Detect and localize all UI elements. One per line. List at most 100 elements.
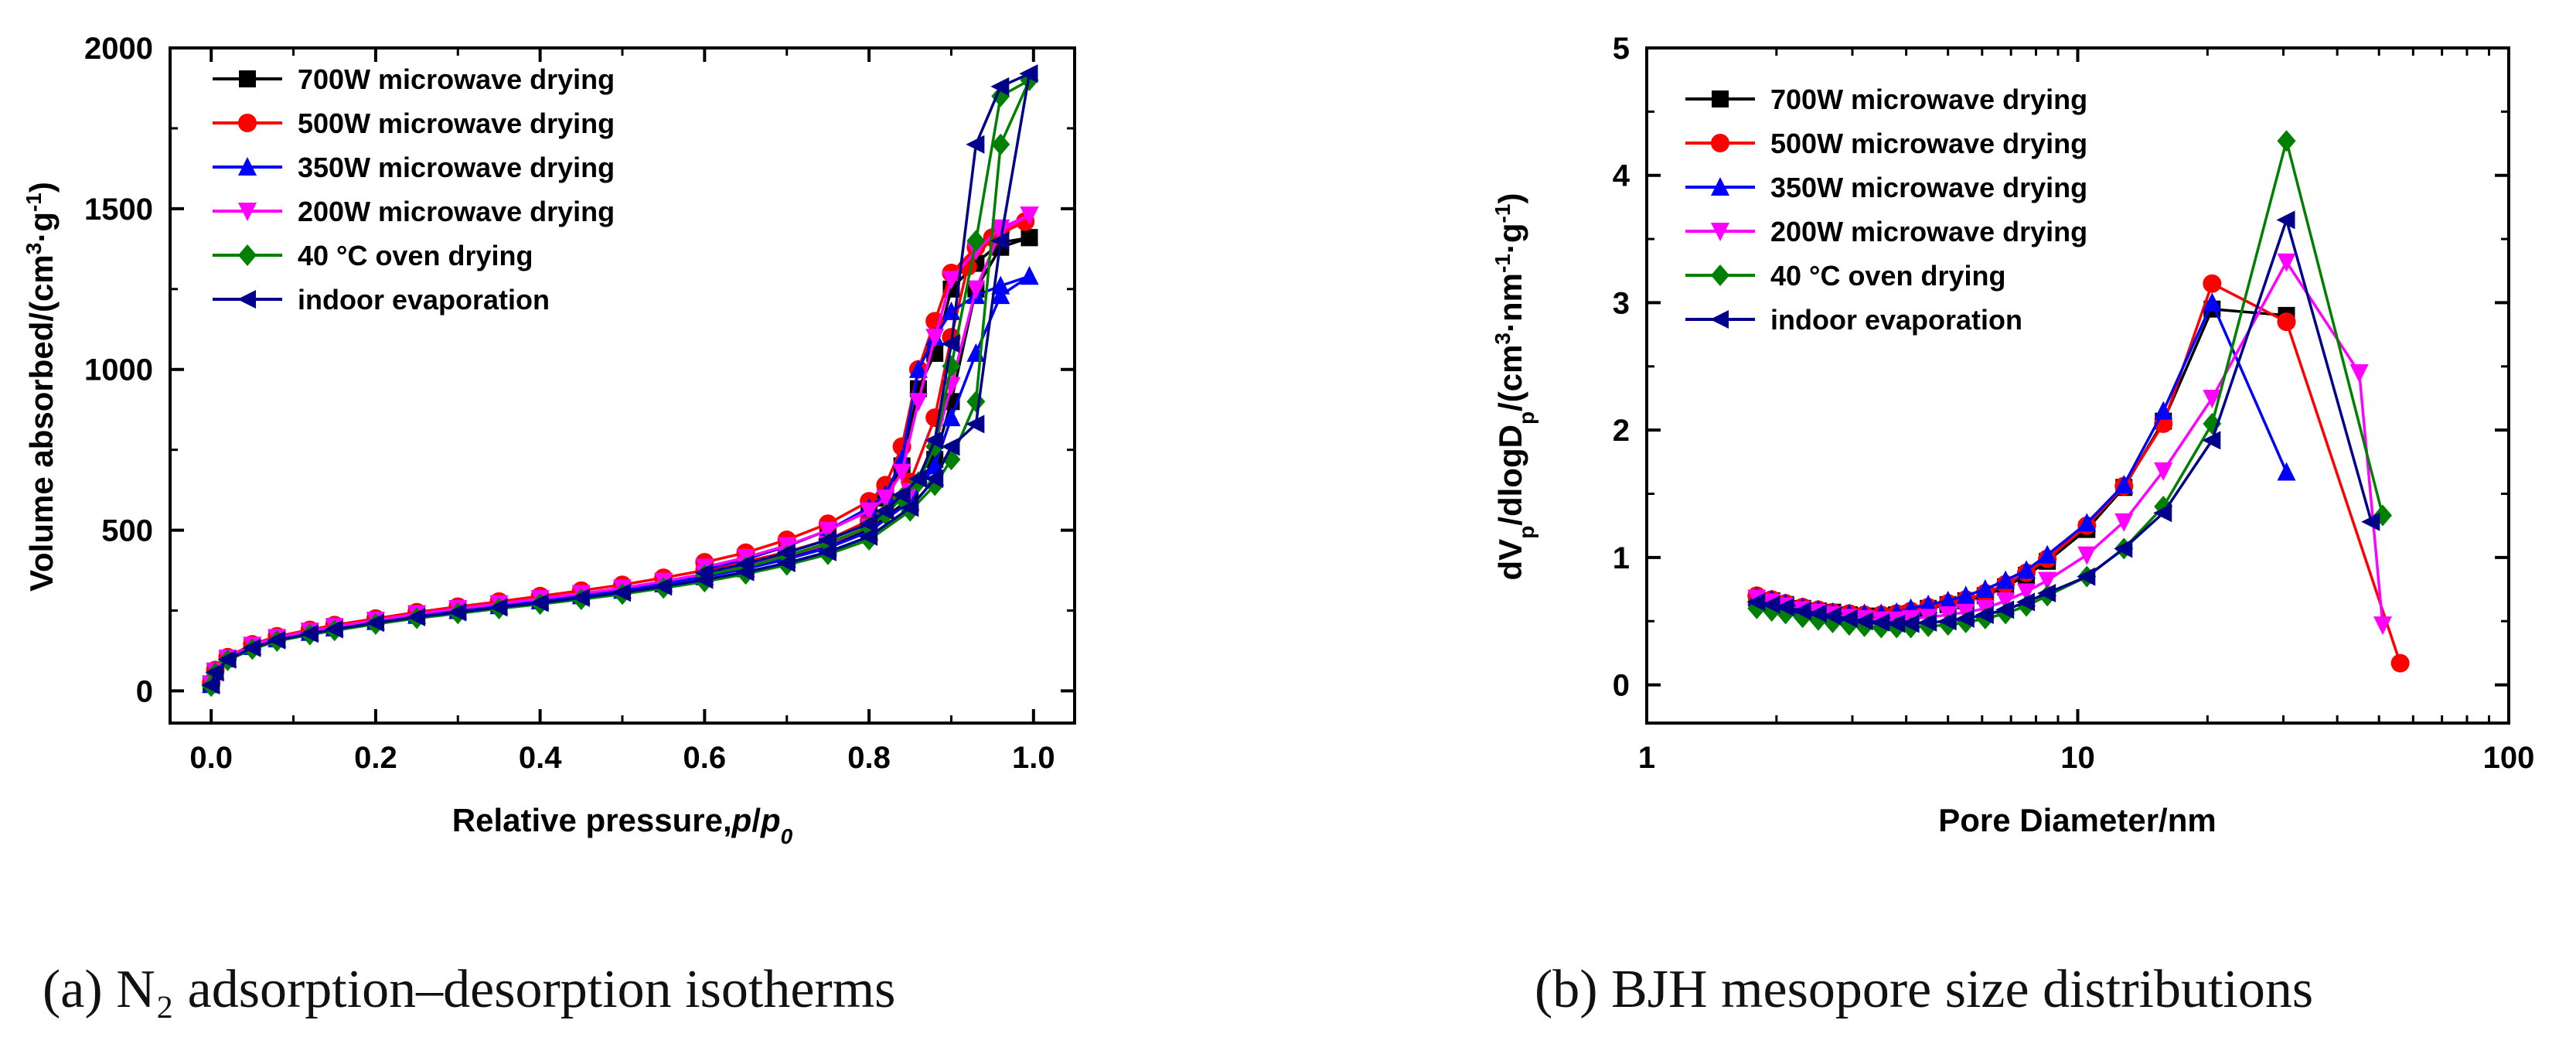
data-point [991, 275, 1010, 295]
x-tick-label: 1 [1638, 741, 1655, 775]
y-axis-label-part: 3 [22, 243, 46, 255]
series-5 [201, 64, 1038, 694]
data-point [776, 543, 796, 562]
data-point [2202, 431, 2221, 450]
data-point [1995, 600, 2015, 619]
data-point [942, 377, 961, 396]
data-point [2038, 571, 2057, 591]
y-axis-label: Volume absorbed/(cm3·g-1) [22, 182, 60, 592]
y-tick-label: 1000 [84, 353, 153, 387]
data-point [1900, 614, 1920, 633]
y-axis-label-part: ·nm [1492, 273, 1528, 333]
data-point [942, 271, 961, 290]
y-axis-label-part: ·g [1492, 223, 1528, 254]
legend-marker [1710, 310, 1729, 329]
data-point [1019, 64, 1038, 84]
legend-label: 500W microwave drying [298, 107, 615, 139]
x-tick-label: 0.4 [519, 741, 562, 775]
data-point [2277, 312, 2296, 332]
data-point [205, 663, 224, 682]
data-point [1918, 612, 1937, 632]
data-point [489, 598, 508, 617]
x-tick-label: 0.2 [354, 741, 397, 775]
caption-b: (b) BJH mesopore size distributions [1535, 960, 2314, 1019]
x-tick-label: 1.0 [1012, 741, 1055, 775]
data-point [990, 77, 1010, 96]
x-tick-label: 0.0 [189, 741, 233, 775]
data-point [448, 602, 467, 622]
data-point [875, 501, 894, 520]
data-point [925, 329, 945, 348]
y-axis-label-part: ) [1492, 193, 1528, 204]
data-point [991, 133, 1010, 155]
legend-label: 500W microwave drying [1770, 128, 2087, 159]
data-point [925, 469, 944, 489]
data-point [2077, 567, 2096, 586]
y-axis-label-part: -1 [22, 193, 46, 212]
data-point [2203, 274, 2222, 293]
data-point [299, 624, 319, 643]
legend-marker [1711, 264, 1729, 286]
y-tick-label: 3 [1613, 286, 1630, 320]
y-axis-label-part: Volume absorbed/(cm [23, 254, 60, 592]
y-tick-label: 1 [1613, 541, 1630, 575]
data-point [2277, 253, 2296, 272]
data-point [817, 542, 837, 561]
data-point [891, 485, 911, 504]
y-axis-label-part: p [1515, 526, 1538, 539]
data-point [1996, 570, 2015, 589]
y-tick-label: 1500 [84, 193, 153, 227]
data-point [365, 613, 384, 633]
legend-marker [1712, 90, 1729, 107]
data-point [1761, 595, 1780, 614]
data-point [1792, 602, 1811, 621]
data-point [1838, 609, 1858, 628]
data-point [966, 391, 986, 413]
legend-label: 40 °C oven drying [298, 240, 533, 271]
data-point [1996, 592, 2015, 611]
series-2 [1747, 292, 2296, 623]
data-point [2016, 592, 2036, 612]
data-point [941, 334, 960, 353]
data-point [1975, 605, 1994, 624]
data-point [735, 554, 755, 574]
data-point [1775, 598, 1794, 617]
y-tick-label: 500 [101, 514, 153, 548]
data-point [2153, 503, 2172, 523]
y-tick-label: 2000 [84, 32, 153, 66]
data-point [1020, 206, 1039, 226]
data-point [407, 607, 426, 626]
x-axis-label-part: p [731, 802, 752, 838]
legend-marker [1711, 223, 1729, 241]
data-point [991, 285, 1010, 305]
legend: 700W microwave drying 500W microwave dryi… [1685, 84, 2087, 336]
y-tick-label: 2 [1613, 414, 1630, 448]
data-point [990, 231, 1010, 251]
y-axis-label-part: ·g [23, 212, 60, 243]
data-point [925, 431, 944, 450]
chart-b-pore-distribution: 1 10 100 0 1 2 3 4 5 700W microwave drying 500W mi… [1491, 32, 2535, 838]
data-point [2373, 616, 2392, 636]
series-4 [1747, 130, 2392, 639]
data-point [876, 490, 895, 508]
data-point [966, 280, 986, 299]
data-point [2154, 401, 2173, 420]
data-point [2361, 512, 2380, 531]
data-point [2277, 462, 2296, 481]
data-point [2038, 544, 2057, 564]
x-tick-label: 10 [2060, 741, 2095, 775]
data-point [892, 449, 911, 469]
legend-label: 200W microwave drying [1770, 216, 2087, 247]
legend-label: indoor evaporation [1770, 304, 2022, 336]
x-axis-label-part: / [751, 802, 761, 838]
legend-marker [1711, 177, 1729, 196]
legend-marker [238, 114, 257, 132]
y-axis-label-part: ) [23, 182, 60, 193]
series-3 [202, 206, 1039, 694]
data-point [817, 531, 837, 550]
data-point [966, 415, 985, 434]
data-point [530, 593, 549, 612]
data-point [908, 393, 928, 412]
data-point [1975, 579, 1995, 599]
data-point [2037, 583, 2056, 602]
